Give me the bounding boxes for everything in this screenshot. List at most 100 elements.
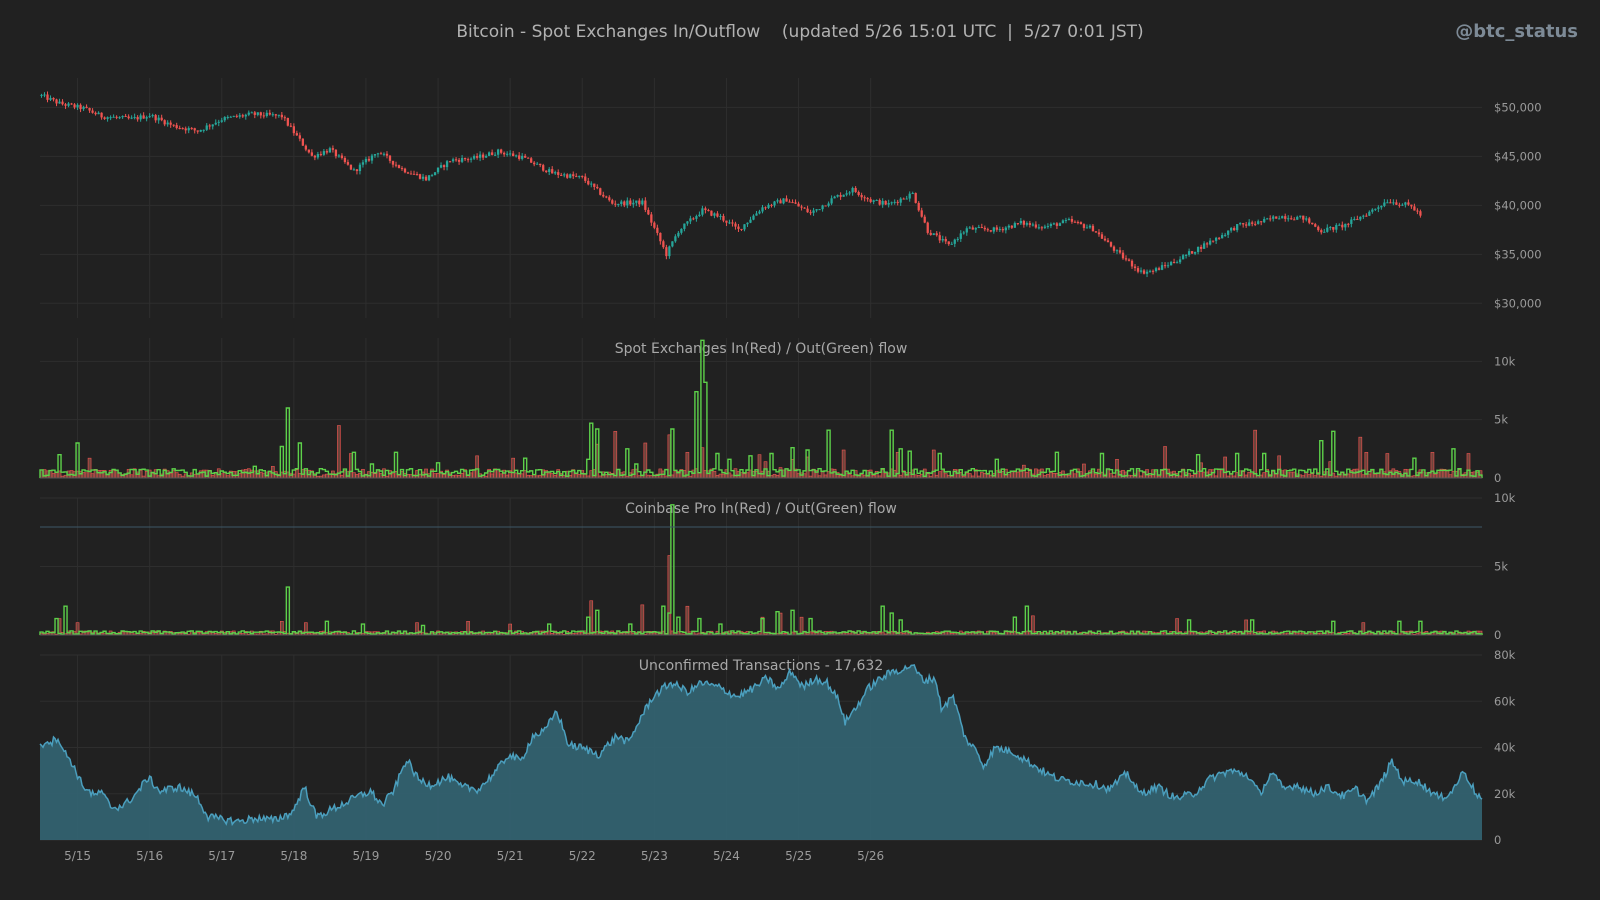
- candle-body: [1145, 271, 1149, 274]
- candle-body: [283, 117, 286, 119]
- candle-body: [1199, 246, 1203, 249]
- candle-body: [719, 215, 722, 217]
- candle-body: [533, 162, 536, 165]
- candle-body: [304, 145, 308, 150]
- y-tick-label: $35,000: [1494, 247, 1542, 261]
- inflow-bar: [547, 472, 552, 479]
- candle-body: [1341, 224, 1344, 228]
- candle-body: [187, 128, 190, 131]
- candle-body: [1106, 240, 1110, 243]
- y-tick-label: $40,000: [1494, 198, 1542, 212]
- candle-body: [725, 220, 728, 223]
- candle-body: [611, 200, 614, 204]
- candle-body: [1130, 260, 1134, 267]
- candle-body: [1230, 228, 1233, 231]
- candle-body: [992, 227, 995, 232]
- candle-body: [205, 125, 208, 130]
- inflow-bar: [1307, 474, 1312, 479]
- candle-body: [860, 195, 863, 198]
- candle-body: [632, 202, 635, 205]
- candle-body: [1371, 209, 1374, 212]
- candle-body: [608, 197, 611, 201]
- candle-body: [662, 241, 665, 248]
- candle-body: [740, 228, 743, 230]
- inflow-bar: [195, 474, 200, 479]
- y-tick-label: 0: [1494, 628, 1501, 642]
- candle-body: [647, 209, 650, 215]
- candle-body: [409, 173, 413, 175]
- candle-body: [262, 115, 265, 117]
- candle-body: [1404, 202, 1407, 205]
- candle-body: [983, 227, 986, 230]
- candle-body: [1025, 223, 1029, 225]
- candle-body: [536, 163, 539, 165]
- candle-body: [584, 176, 587, 181]
- candle-body: [172, 124, 175, 126]
- candle-body: [548, 169, 551, 172]
- candle-body: [154, 115, 157, 121]
- candle-body: [259, 112, 262, 116]
- candle-body: [1046, 226, 1050, 228]
- candle-body: [674, 236, 677, 242]
- y-tick-label: 40k: [1494, 741, 1516, 755]
- candle-body: [376, 153, 380, 155]
- x-tick-label: 5/17: [208, 849, 235, 863]
- candle-body: [382, 153, 386, 155]
- candle-body: [773, 201, 776, 206]
- candle-body: [902, 198, 905, 200]
- candle-body: [821, 205, 824, 210]
- candle-body: [872, 200, 875, 202]
- candle-body: [1043, 226, 1047, 228]
- candle-body: [217, 121, 220, 123]
- candle-body: [1227, 230, 1230, 235]
- candle-body: [367, 158, 371, 161]
- inflow-bar: [1073, 473, 1077, 479]
- candle-body: [1037, 227, 1041, 229]
- inflow-bar: [1445, 469, 1450, 479]
- candle-body: [481, 154, 485, 158]
- candle-body: [415, 174, 419, 176]
- inflow-bar: [436, 472, 440, 479]
- candle-body: [1407, 202, 1410, 205]
- inflow-bar: [90, 473, 95, 479]
- candle-body: [202, 129, 205, 131]
- candle-body: [1217, 237, 1221, 239]
- candle-body: [542, 165, 545, 171]
- candle-body: [193, 128, 196, 131]
- y-tick-label: 10k: [1494, 491, 1516, 505]
- candle-body: [1359, 216, 1362, 220]
- candle-body: [352, 169, 356, 171]
- candle-body: [800, 206, 803, 208]
- candle-body: [1308, 218, 1311, 223]
- candle-body: [953, 239, 956, 244]
- inflow-bar: [355, 474, 359, 479]
- candle-body: [1260, 221, 1263, 223]
- candle-body: [1067, 218, 1071, 221]
- candle-body: [596, 186, 599, 189]
- candle-body: [184, 128, 187, 131]
- inflow-bar: [574, 473, 579, 479]
- inflow-bar: [718, 473, 723, 479]
- outflow-series: [39, 504, 1483, 636]
- candle-body: [563, 174, 566, 176]
- candle-body: [1157, 268, 1161, 270]
- candle-body: [743, 224, 746, 230]
- candle-body: [1365, 215, 1368, 217]
- candle-body: [695, 216, 698, 219]
- candle-body: [313, 155, 317, 158]
- candle-body: [1052, 223, 1056, 225]
- candle-body: [1410, 204, 1413, 207]
- candle-body: [1142, 270, 1146, 274]
- candle-body: [752, 215, 755, 220]
- candle-body: [794, 202, 797, 204]
- y-tick-label: 60k: [1494, 694, 1516, 708]
- candle-body: [322, 151, 326, 155]
- candle-body: [884, 200, 887, 205]
- candle-body: [974, 227, 977, 230]
- candle-body: [566, 174, 569, 178]
- candle-body: [169, 122, 172, 125]
- candle-body: [776, 200, 779, 202]
- candle-body: [466, 159, 470, 161]
- candlestick-series: [40, 91, 1422, 278]
- candle-body: [509, 153, 512, 155]
